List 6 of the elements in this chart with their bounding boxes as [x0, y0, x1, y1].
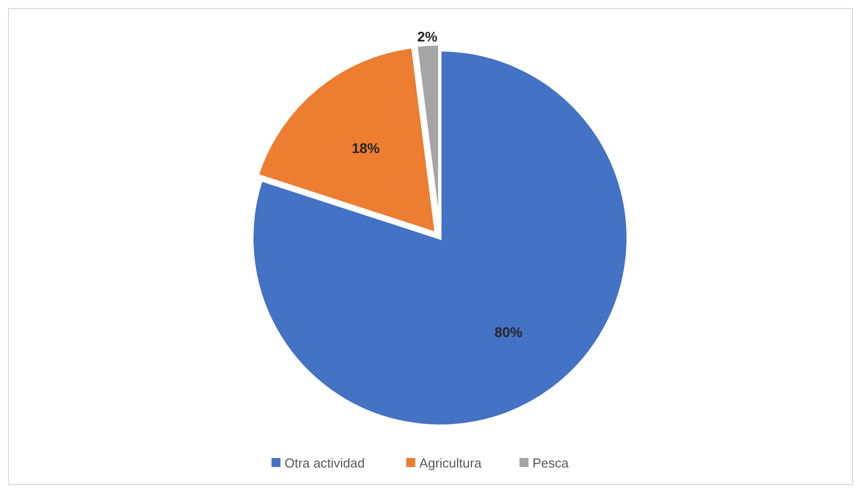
legend-label: Pesca [532, 456, 570, 471]
data-label: 80% [494, 324, 524, 340]
legend-label: Agricultura [419, 456, 482, 471]
data-label: 18% [352, 140, 380, 156]
legend-label: Otra actividad [284, 456, 365, 471]
data-label: 2% [417, 28, 438, 44]
